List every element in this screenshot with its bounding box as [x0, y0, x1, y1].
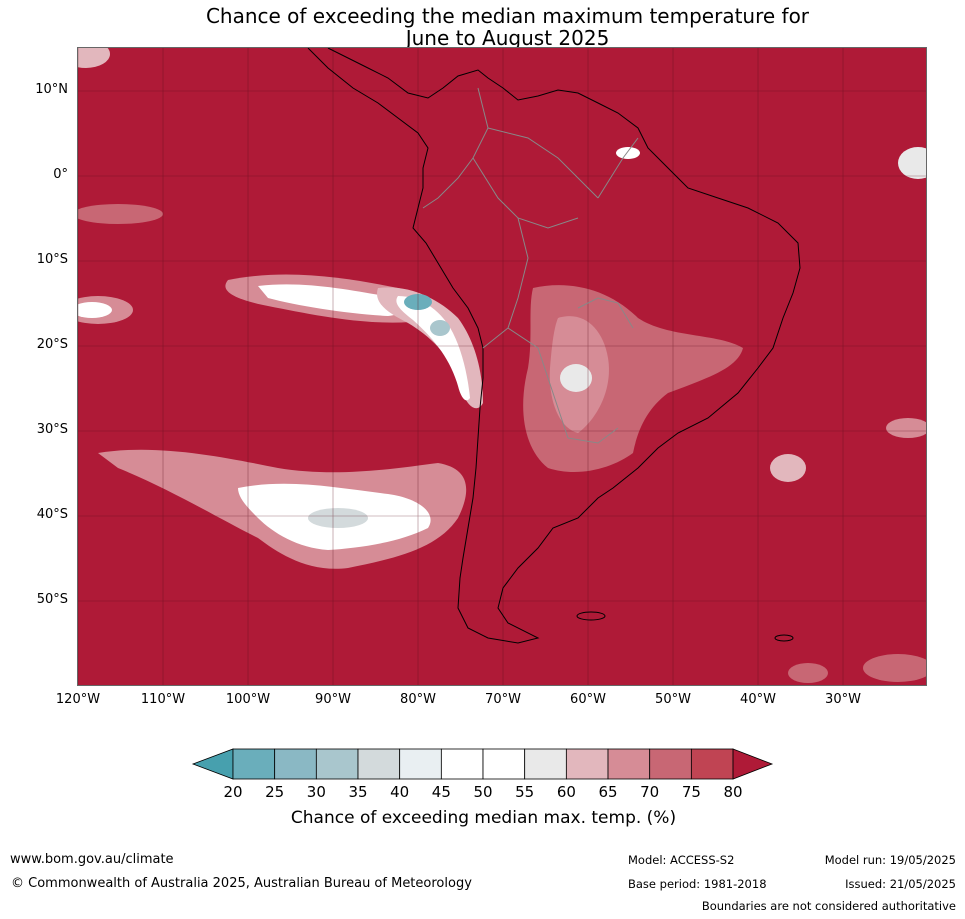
colorbar-tick-label: 60 [556, 783, 576, 801]
colorbar-tick-label: 40 [390, 783, 410, 801]
website-link[interactable]: www.bom.gov.au/climate [10, 852, 174, 867]
colorbar-cell [315, 748, 359, 780]
lon-label: 50°W [655, 692, 691, 707]
colorbar-tick-label: 65 [598, 783, 618, 801]
lon-label: 30°W [825, 692, 861, 707]
lat-label: 20°S [36, 337, 68, 352]
colorbar-tick-label: 30 [306, 783, 326, 801]
disclaimer-text: Boundaries are not considered authoritat… [701, 899, 956, 913]
colorbar-tick-label: 75 [681, 783, 701, 801]
lat-label: 0° [53, 167, 68, 182]
lon-label: 60°W [570, 692, 606, 707]
copyright-text: © Commonwealth of Australia 2025, Austra… [11, 876, 472, 891]
map-title-line2: June to August 2025 [405, 26, 610, 50]
colorbar-tick-label: 45 [431, 783, 451, 801]
colorbar-cell [565, 748, 609, 780]
colorbar-extend-high [732, 748, 774, 780]
lon-label: 120°W [55, 692, 101, 707]
map-title-line1: Chance of exceeding the median maximum t… [205, 4, 810, 28]
lat-label: 10°N [35, 82, 68, 97]
lon-label: 80°W [400, 692, 436, 707]
lat-label: 10°S [36, 252, 68, 267]
ocean-background [78, 48, 926, 685]
colorbar-tick-label: 80 [723, 783, 743, 801]
islands [576, 611, 794, 642]
coastline [307, 48, 801, 644]
forecast-map [77, 47, 927, 686]
colorbar-cell [232, 748, 276, 780]
colorbar-cell [399, 748, 442, 780]
country-borders [422, 87, 639, 444]
lon-label: 70°W [485, 692, 521, 707]
colorbar-tick-label: 20 [223, 783, 243, 801]
lon-label: 100°W [225, 692, 271, 707]
colorbar-cell [357, 748, 401, 780]
lon-label: 110°W [140, 692, 186, 707]
colorbar-tick-label: 50 [473, 783, 493, 801]
graticule [78, 48, 926, 685]
colorbar-cell [690, 748, 734, 780]
colorbar-label: Chance of exceeding median max. temp. (%… [290, 808, 677, 828]
colorbar-cell [274, 748, 317, 780]
lon-label: 40°W [740, 692, 776, 707]
lon-label: 90°W [315, 692, 351, 707]
colorbar-cell [524, 748, 567, 780]
lat-label: 50°S [36, 592, 68, 607]
colorbar-tick-label: 35 [348, 783, 368, 801]
model-run-text: Model run: 19/05/2025 [824, 853, 956, 867]
lat-label: 30°S [36, 422, 68, 437]
lat-label: 40°S [36, 507, 68, 522]
model-text: Model: ACCESS-S2 [628, 853, 735, 867]
probability-shading [78, 48, 926, 683]
colorbar-tick-label: 55 [515, 783, 535, 801]
colorbar-cell [482, 748, 526, 780]
colorbar-cell [649, 748, 692, 780]
issued-text: Issued: 21/05/2025 [845, 877, 956, 891]
map-canvas [78, 48, 926, 685]
colorbar-cell [440, 748, 484, 780]
colorbar-extend-low [191, 748, 234, 780]
base-period-text: Base period: 1981-2018 [628, 877, 767, 891]
colorbar [191, 748, 774, 780]
colorbar-cell [607, 748, 651, 780]
colorbar-tick-label: 70 [640, 783, 660, 801]
colorbar-tick-label: 25 [265, 783, 285, 801]
